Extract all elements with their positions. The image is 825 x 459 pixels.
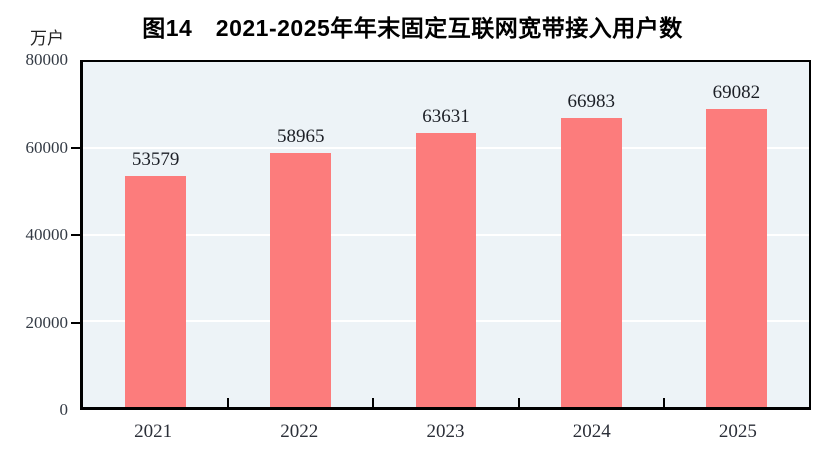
x-tick-label-2023: 2023 bbox=[426, 421, 465, 442]
bar-value-label-2023: 63631 bbox=[422, 105, 470, 127]
category-slot-2025: 69082 bbox=[664, 62, 809, 407]
bar-2022 bbox=[270, 152, 332, 407]
x-axis-boundary-tick-3 bbox=[517, 398, 520, 407]
x-tick-label-2021: 2021 bbox=[134, 421, 173, 442]
bar-2021 bbox=[125, 175, 187, 407]
bar-2024 bbox=[560, 118, 622, 407]
x-tick-label-2025: 2025 bbox=[718, 421, 757, 442]
bar-value-label-2024: 66983 bbox=[567, 91, 615, 113]
y-tick-label-60000: 60000 bbox=[25, 137, 69, 157]
x-axis-boundary-tick-4 bbox=[662, 398, 665, 407]
x-axis-boundary-tick-2 bbox=[372, 398, 375, 407]
bar-value-label-2022: 58965 bbox=[277, 125, 325, 147]
plot-area: 53579 58965 63631 66983 69082 bbox=[80, 60, 811, 410]
x-tick-label-2024: 2024 bbox=[572, 421, 611, 442]
y-axis-unit-label: 万户 bbox=[30, 29, 64, 48]
category-slot-2023: 63631 bbox=[373, 62, 518, 407]
bar-value-label-2021: 53579 bbox=[131, 148, 180, 170]
x-axis-boundary-tick-1 bbox=[227, 398, 230, 407]
y-tick-label-0: 0 bbox=[59, 400, 69, 419]
category-slot-2022: 58965 bbox=[228, 62, 373, 407]
y-axis-tick-20000 bbox=[71, 321, 80, 324]
y-axis: 0 20000 40000 60000 80000 bbox=[0, 51, 80, 419]
y-axis-tick-40000 bbox=[71, 234, 80, 236]
y-tick-label-80000: 80000 bbox=[25, 50, 69, 69]
x-axis-labels: 2021 2022 2023 2024 2025 bbox=[80, 419, 811, 447]
chart-title: 图14 2021-2025年年末固定互联网宽带接入用户数 bbox=[142, 15, 683, 41]
y-tick-label-20000: 20000 bbox=[25, 312, 69, 332]
y-tick-label-40000: 40000 bbox=[25, 225, 69, 244]
category-slot-2024: 66983 bbox=[519, 62, 664, 407]
bar-2025 bbox=[705, 109, 767, 407]
bar-series: 53579 58965 63631 66983 69082 bbox=[83, 62, 809, 407]
category-slot-2021: 53579 bbox=[83, 62, 228, 407]
bar-2023 bbox=[415, 132, 477, 407]
y-axis-tick-60000 bbox=[71, 146, 80, 149]
bar-value-label-2025: 69082 bbox=[712, 82, 761, 104]
x-tick-label-2022: 2022 bbox=[280, 421, 319, 442]
